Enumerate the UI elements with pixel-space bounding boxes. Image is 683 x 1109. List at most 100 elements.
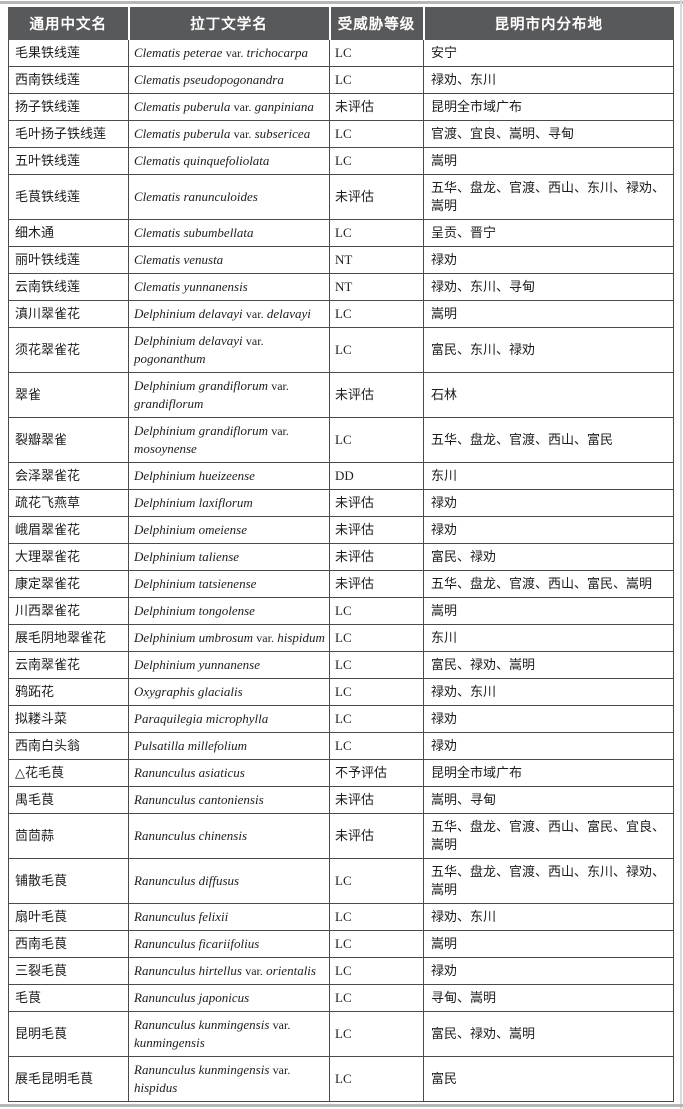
cell-distribution: 禄劝 xyxy=(423,516,674,544)
column-header-common_name: 通用中文名 xyxy=(8,7,130,40)
cell-threat-level: LC xyxy=(329,732,424,760)
cell-threat-level: 未评估 xyxy=(329,786,424,814)
cell-latin-name: Delphinium delavayi var. pogonanthum xyxy=(128,327,330,373)
cell-common-name: 毛果铁线莲 xyxy=(8,39,129,67)
latin-variety-marker: var. xyxy=(245,964,263,978)
cell-threat-level: 未评估 xyxy=(329,543,424,571)
table-row: △花毛茛 Ranunculus asiaticus 不予评估 昆明全市域广布 xyxy=(8,759,674,787)
cell-latin-name: Pulsatilla millefolium xyxy=(128,732,330,760)
table-row: 西南白头翁 Pulsatilla millefolium LC 禄劝 xyxy=(8,732,674,760)
cell-threat-level: LC xyxy=(329,219,424,247)
cell-distribution: 五华、盘龙、官渡、西山、富民、宜良、嵩明 xyxy=(423,813,674,859)
cell-threat-level: LC xyxy=(329,678,424,706)
cell-latin-name: Delphinium taliense xyxy=(128,543,330,571)
cell-latin-name: Clematis puberula var. ganpiniana xyxy=(128,93,330,121)
cell-common-name: △花毛茛 xyxy=(8,759,129,787)
cell-latin-name: Ranunculus kunmingensis var. hispidus xyxy=(128,1056,330,1102)
cell-latin-name: Delphinium tongolense xyxy=(128,597,330,625)
latin-variety-marker: var. xyxy=(233,127,252,141)
cell-distribution: 禄劝、东川、寻甸 xyxy=(423,273,674,301)
cell-distribution: 富民、禄劝、嵩明 xyxy=(423,651,674,679)
cell-common-name: 禺毛茛 xyxy=(8,786,129,814)
cell-common-name: 川西翠雀花 xyxy=(8,597,129,625)
cell-threat-level: NT xyxy=(329,273,424,301)
top-rule-divider xyxy=(0,1,683,4)
cell-threat-level: 未评估 xyxy=(329,174,424,220)
table-row: 川西翠雀花 Delphinium tongolense LC 嵩明 xyxy=(8,597,674,625)
cell-latin-name: Ranunculus cantoniensis xyxy=(128,786,330,814)
cell-threat-level: LC xyxy=(329,1011,424,1057)
cell-distribution: 昆明全市域广布 xyxy=(423,93,674,121)
table-row: 铺散毛茛 Ranunculus diffusus LC 五华、盘龙、官渡、西山、东川、… xyxy=(8,858,674,904)
cell-latin-name: Delphinium tatsienense xyxy=(128,570,330,598)
cell-threat-level: LC xyxy=(329,120,424,148)
cell-threat-level: 未评估 xyxy=(329,516,424,544)
table-row: 毛茛铁线莲 Clematis ranunculoides 未评估 五华、盘龙、官渡、西… xyxy=(8,174,674,220)
cell-latin-name: Ranunculus japonicus xyxy=(128,984,330,1012)
cell-latin-name: Clematis quinquefoliolata xyxy=(128,147,330,175)
cell-common-name: 茴茴蒜 xyxy=(8,813,129,859)
cell-threat-level: NT xyxy=(329,246,424,274)
cell-latin-name: Oxygraphis glacialis xyxy=(128,678,330,706)
latin-variety-marker: var. xyxy=(272,1063,291,1077)
cell-threat-level: LC xyxy=(329,417,424,463)
cell-distribution: 官渡、宜良、嵩明、寻甸 xyxy=(423,120,674,148)
cell-common-name: 拟耧斗菜 xyxy=(8,705,129,733)
cell-common-name: 西南铁线莲 xyxy=(8,66,129,94)
table-row: 翠雀 Delphinium grandiflorum var. grandiflo… xyxy=(8,372,674,418)
table-row: 裂瓣翠雀 Delphinium grandiflorum var. mosoyne… xyxy=(8,417,674,463)
table-row: 茴茴蒜 Ranunculus chinensis 未评估 五华、盘龙、官渡、西山、富民… xyxy=(8,813,674,859)
cell-latin-name: Paraquilegia microphylla xyxy=(128,705,330,733)
cell-latin-name: Delphinium laxiflorum xyxy=(128,489,330,517)
cell-threat-level: 未评估 xyxy=(329,489,424,517)
cell-distribution: 东川 xyxy=(423,624,674,652)
cell-threat-level: LC xyxy=(329,66,424,94)
table-row: 丽叶铁线莲 Clematis venusta NT 禄劝 xyxy=(8,246,674,274)
cell-threat-level: LC xyxy=(329,858,424,904)
cell-distribution: 五华、盘龙、官渡、西山、富民、嵩明 xyxy=(423,570,674,598)
table-row: 三裂毛茛 Ranunculus hirtellus var. orientalis… xyxy=(8,957,674,985)
cell-latin-name: Delphinium delavayi var. delavayi xyxy=(128,300,330,328)
cell-threat-level: LC xyxy=(329,39,424,67)
table-row: 云南翠雀花 Delphinium yunnanense LC 富民、禄劝、嵩明 xyxy=(8,651,674,679)
cell-common-name: 裂瓣翠雀 xyxy=(8,417,129,463)
cell-distribution: 嵩明、寻甸 xyxy=(423,786,674,814)
cell-common-name: 毛叶扬子铁线莲 xyxy=(8,120,129,148)
latin-variety-marker: var. xyxy=(256,631,274,645)
cell-latin-name: Delphinium yunnanense xyxy=(128,651,330,679)
table-row: 大理翠雀花 Delphinium taliense 未评估 富民、禄劝 xyxy=(8,543,674,571)
cell-latin-name: Ranunculus ficariifolius xyxy=(128,930,330,958)
cell-common-name: 峨眉翠雀花 xyxy=(8,516,129,544)
cell-latin-name: Ranunculus diffusus xyxy=(128,858,330,904)
cell-distribution: 富民、东川、禄劝 xyxy=(423,327,674,373)
cell-distribution: 呈贡、晋宁 xyxy=(423,219,674,247)
table-row: 鸦跖花 Oxygraphis glacialis LC 禄劝、东川 xyxy=(8,678,674,706)
cell-threat-level: LC xyxy=(329,705,424,733)
cell-common-name: 扬子铁线莲 xyxy=(8,93,129,121)
cell-distribution: 禄劝 xyxy=(423,246,674,274)
column-header-distribution: 昆明市内分布地 xyxy=(423,7,674,40)
table-row: 康定翠雀花 Delphinium tatsienense 未评估 五华、盘龙、官渡、西… xyxy=(8,570,674,598)
cell-common-name: 三裂毛茛 xyxy=(8,957,129,985)
cell-latin-name: Clematis pseudopogonandra xyxy=(128,66,330,94)
table-row: 会泽翠雀花 Delphinium hueizeense DD 东川 xyxy=(8,462,674,490)
cell-common-name: 细木通 xyxy=(8,219,129,247)
cell-threat-level: LC xyxy=(329,597,424,625)
column-header-threat_level: 受威胁等级 xyxy=(329,7,425,40)
cell-latin-name: Clematis puberula var. subsericea xyxy=(128,120,330,148)
cell-latin-name: Ranunculus felixii xyxy=(128,903,330,931)
table-row: 昆明毛茛 Ranunculus kunmingensis var. kunming… xyxy=(8,1011,674,1057)
table-row: 滇川翠雀花 Delphinium delavayi var. delavayi LC… xyxy=(8,300,674,328)
latin-variety-marker: var. xyxy=(271,379,289,393)
cell-threat-level: 未评估 xyxy=(329,813,424,859)
cell-distribution: 富民 xyxy=(423,1056,674,1102)
table-row: 拟耧斗菜 Paraquilegia microphylla LC 禄劝 xyxy=(8,705,674,733)
cell-distribution: 昆明全市域广布 xyxy=(423,759,674,787)
cell-latin-name: Delphinium omeiense xyxy=(128,516,330,544)
cell-common-name: 翠雀 xyxy=(8,372,129,418)
cell-distribution: 禄劝、东川 xyxy=(423,678,674,706)
cell-latin-name: Ranunculus kunmingensis var. kunmingensi… xyxy=(128,1011,330,1057)
cell-threat-level: 未评估 xyxy=(329,93,424,121)
cell-common-name: 疏花飞燕草 xyxy=(8,489,129,517)
